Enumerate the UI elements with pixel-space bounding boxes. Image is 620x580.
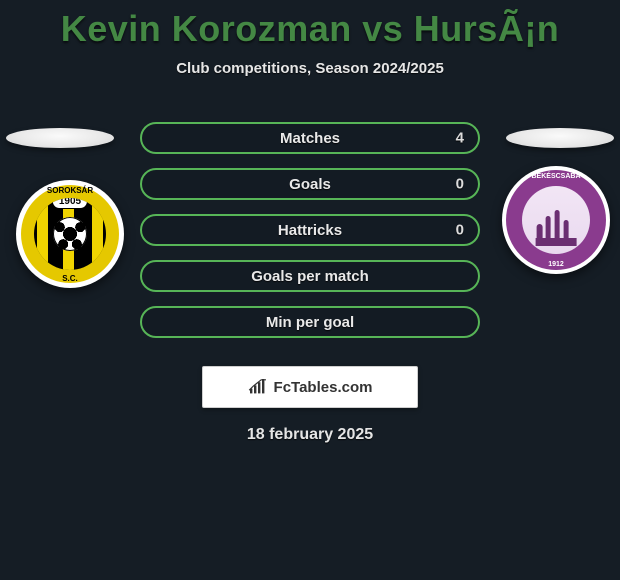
brand-badge[interactable]: FcTables.com <box>202 366 418 408</box>
shadow-ellipse-right <box>506 128 614 148</box>
shadow-ellipse-left <box>6 128 114 148</box>
stats-table: Matches 4 Goals 0 Hattricks 0 Goals per … <box>140 122 480 352</box>
page-title: Kevin Korozman vs HursÃ¡n <box>0 0 620 50</box>
left-ring-text-top: SOROKSÁR <box>47 186 93 195</box>
team-logo-left: SOROKSÁR 1905 S.C. <box>16 180 124 288</box>
stat-label: Goals <box>289 176 331 193</box>
page-subtitle: Club competitions, Season 2024/2025 <box>0 60 620 77</box>
stat-label: Goals per match <box>251 268 369 285</box>
church-icon <box>536 209 577 246</box>
stat-row-goals: Goals 0 <box>140 168 480 200</box>
soccer-ball-icon <box>53 217 87 251</box>
stat-row-hattricks: Hattricks 0 <box>140 214 480 246</box>
left-year-chip: 1905 <box>52 198 88 209</box>
right-ring-text-bottom: 1912 <box>548 261 564 268</box>
team-logo-right: BÉKÉSCSABA 1912 <box>502 166 610 274</box>
stat-right-value: 0 <box>456 222 464 239</box>
right-ring-text-top: BÉKÉSCSABA <box>531 173 580 180</box>
stat-right-value: 0 <box>456 176 464 193</box>
stat-label: Hattricks <box>278 222 342 239</box>
stat-right-value: 4 <box>456 130 464 147</box>
brand-text: FcTables.com <box>274 379 373 396</box>
left-ring-text-bottom: S.C. <box>62 274 78 283</box>
footer-date: 18 february 2025 <box>0 426 620 444</box>
stat-row-matches: Matches 4 <box>140 122 480 154</box>
stat-row-min-per-goal: Min per goal <box>140 306 480 338</box>
stat-label: Matches <box>280 130 340 147</box>
stat-label: Min per goal <box>266 314 354 331</box>
bar-chart-icon <box>248 379 268 395</box>
stat-row-goals-per-match: Goals per match <box>140 260 480 292</box>
